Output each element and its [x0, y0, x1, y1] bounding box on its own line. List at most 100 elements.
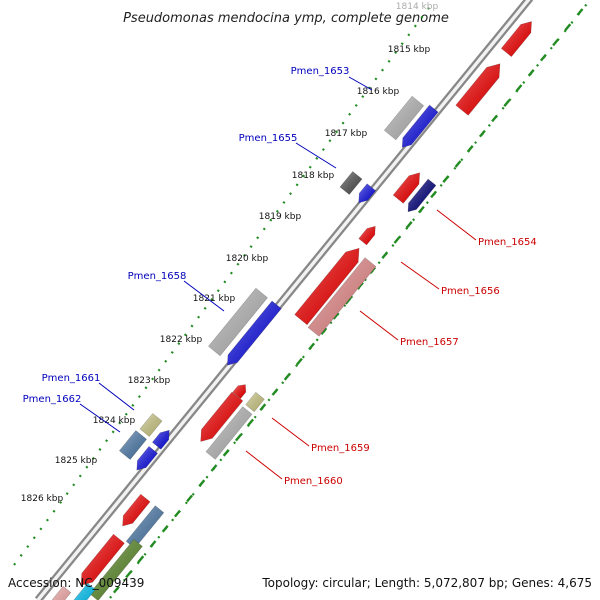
tick-mark — [344, 297, 352, 305]
gene-red-1820 — [294, 247, 360, 326]
tick-mark — [405, 221, 413, 229]
gene-pmen-1657-shade — [308, 257, 376, 337]
tick-mark — [430, 190, 438, 199]
gene-pmen-1658-gray-shade — [208, 288, 268, 356]
tick-mark — [247, 418, 255, 427]
leader-line — [400, 261, 440, 290]
gene-pmen-1658-gray — [208, 287, 268, 357]
tick-mark — [466, 145, 474, 153]
tick-mark — [186, 494, 194, 503]
gene-pmen-1662-shade — [119, 430, 147, 460]
kbp-scale: 1814 kbp 1815 kbp 1816 kbp 1817 kbp 1818 kbp… — [21, 2, 439, 504]
gene-near-1826-steel-shade — [126, 505, 164, 549]
gene-pmen-1661-shade — [140, 413, 162, 437]
gene-label-pmen-1660: Pmen_1660 — [284, 476, 343, 487]
kbp-label: 1823 kbp — [128, 376, 171, 386]
gene-pmen-1662 — [118, 430, 148, 460]
gene-pmen-1655-shade — [358, 183, 376, 203]
gene-pmen-1660-red-shade — [200, 392, 243, 442]
tick-mark — [161, 525, 169, 533]
gene-label-pmen-1657: Pmen_1657 — [400, 337, 459, 348]
tick-mark — [295, 357, 303, 366]
inner-dotted-track — [109, 0, 591, 599]
tick-mark — [503, 99, 511, 107]
leader-line — [98, 382, 135, 411]
tick-mark — [564, 23, 572, 31]
tick-mark — [283, 373, 291, 381]
gene-pmen-1660-shade — [206, 406, 252, 460]
gene-pmen-1654 — [407, 178, 437, 213]
gene-pmen-1659-olive-shade — [245, 392, 265, 412]
kbp-label: 1815 kbp — [388, 45, 431, 55]
gene-bottom-pink — [51, 585, 72, 600]
tick-mark — [271, 388, 279, 396]
tick-mark — [356, 281, 364, 290]
gene-pmen-1653-shade — [402, 105, 439, 148]
gene-pmen-1655-gray-shade — [340, 171, 362, 195]
gene-near-1826 — [122, 493, 151, 527]
gene-bottom-cyan-shade — [73, 583, 96, 600]
kbp-label: 1816 kbp — [357, 87, 400, 97]
kbp-label: 1824 kbp — [93, 416, 136, 426]
tick-mark — [552, 38, 560, 47]
accession-text: Accession: NC_009439 — [8, 576, 144, 590]
tick-mark — [308, 342, 316, 351]
gene-pmen-1659-olive — [245, 391, 265, 413]
dotted-tracks — [13, 0, 591, 599]
tick-mark — [381, 251, 389, 259]
gene-pmen-1662-b — [136, 445, 158, 471]
tick-mark — [454, 160, 462, 168]
leader-line — [271, 417, 310, 447]
tick-mark — [393, 236, 401, 244]
tick-mark — [112, 585, 120, 594]
tick-mark — [442, 175, 450, 183]
leader-line — [245, 450, 283, 480]
tick-mark — [259, 403, 267, 411]
gene-pmen-1655-gray — [339, 171, 363, 195]
tick-mark — [515, 84, 523, 92]
kbp-label: 1821 kbp — [193, 294, 236, 304]
tick-marks — [112, 8, 584, 594]
gene-red-1815 — [455, 63, 501, 116]
gene-label-pmen-1659: Pmen_1659 — [311, 443, 370, 454]
gene-pmen-1658 — [227, 300, 282, 366]
kbp-label: 1817 kbp — [325, 129, 368, 139]
gene-pmen-1659 — [232, 384, 247, 400]
kbp-label: 1825 kbp — [55, 456, 98, 466]
gene-pmen-1659-shade — [232, 384, 246, 399]
leader-line — [348, 76, 373, 91]
kbp-label: 1820 kbp — [226, 254, 269, 264]
gene-label-pmen-1658: Pmen_1658 — [128, 271, 187, 282]
tick-mark — [173, 509, 181, 518]
gene-pmen-1657 — [307, 257, 377, 337]
gene-label-pmen-1655: Pmen_1655 — [239, 133, 298, 144]
leader-line — [295, 142, 337, 169]
tick-mark — [198, 479, 206, 487]
gene-label-pmen-1662: Pmen_1662 — [23, 394, 82, 405]
gene-bottom-red — [80, 533, 125, 586]
tick-mark — [137, 555, 145, 563]
gene-pmen-1662-b-shade — [136, 446, 158, 471]
tick-mark — [210, 464, 218, 472]
tick-mark — [576, 8, 584, 16]
kbp-label: 1818 kbp — [292, 171, 335, 181]
gene-bottom-red-shade — [81, 534, 125, 586]
gene-pmen-1653 — [401, 104, 439, 148]
gene-pmen-1654-shade — [408, 179, 436, 212]
gene-pmen-1653-gray — [383, 95, 425, 141]
gene-bottom-green-shade — [89, 539, 143, 600]
gene-label-pmen-1661: Pmen_1661 — [42, 373, 101, 384]
gene-label-pmen-1653: Pmen_1653 — [291, 66, 350, 77]
kbp-label: 1814 kbp — [396, 2, 439, 12]
leader-line — [436, 209, 477, 241]
tick-mark — [332, 312, 340, 320]
gene-labels: Pmen_1653 Pmen_1655 Pmen_1658 Pmen_1661 Pmen… — [23, 66, 537, 487]
tick-mark — [491, 114, 499, 123]
gene-pmen-1654-red — [392, 172, 421, 204]
leader-line — [359, 310, 399, 341]
gene-bottom-pink-shade — [51, 586, 71, 600]
kbp-label: 1826 kbp — [21, 494, 64, 504]
gene-pmen-1661 — [139, 413, 163, 437]
tick-mark — [222, 449, 230, 457]
